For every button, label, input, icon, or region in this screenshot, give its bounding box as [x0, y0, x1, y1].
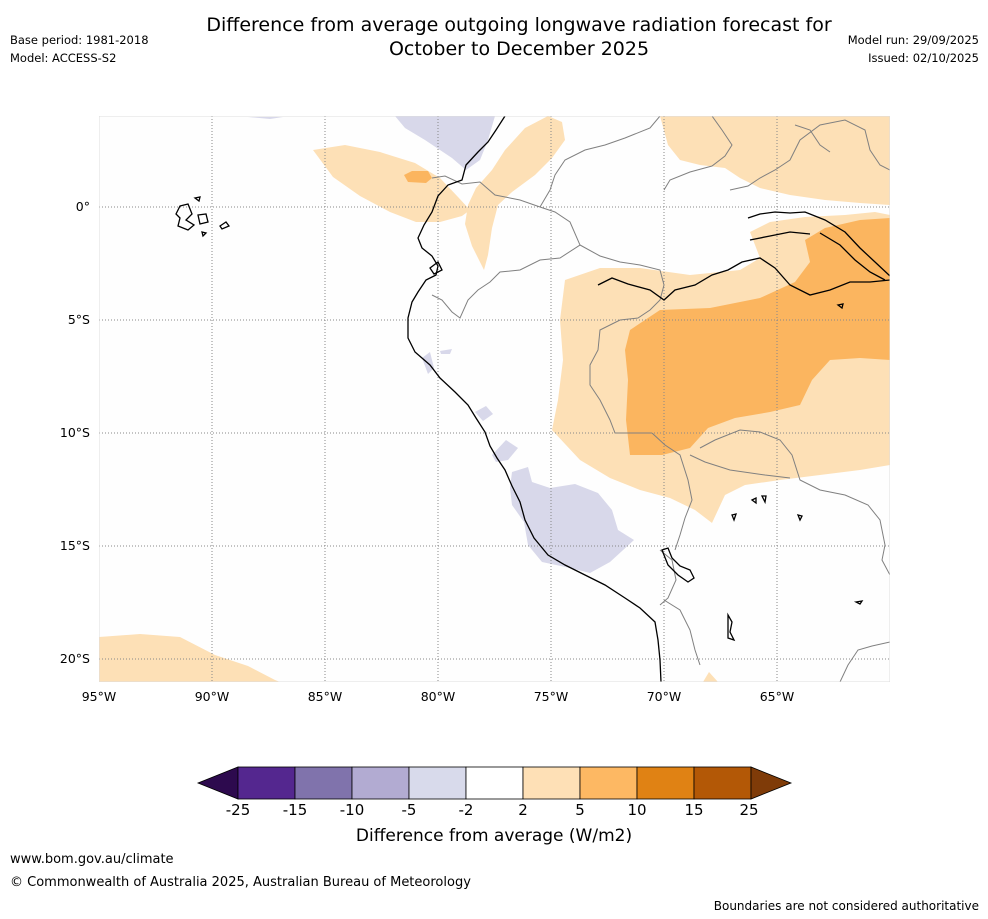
- colorbar-tick-neg5: -5: [401, 801, 417, 819]
- footer-disclaimer: Boundaries are not considered authoritat…: [713, 899, 979, 913]
- issued-date: Issued: 02/10/2025: [868, 51, 979, 65]
- colorbar-tick-neg10: -10: [339, 801, 365, 819]
- lon-label-85w: 85°W: [307, 689, 343, 704]
- title-line-2: October to December 2025: [388, 38, 650, 60]
- anomaly-purple-dot-2: [440, 349, 452, 354]
- title-line-1: Difference from average outgoing longwav…: [206, 14, 832, 36]
- colorbar-tick-25: 25: [739, 801, 759, 819]
- base-period: Base period: 1981-2018: [10, 33, 149, 47]
- anomaly-purple-dot-3: [475, 406, 493, 421]
- anomaly-purple-north: [395, 116, 495, 170]
- coastlines: [175, 116, 890, 682]
- lon-label-80w: 80°W: [420, 689, 456, 704]
- anomaly-light-orange-north: [660, 116, 890, 205]
- colorbar-tick-10: 10: [627, 801, 647, 819]
- anomaly-purple-dot-4: [492, 440, 518, 462]
- anomaly-light-orange-colombia: [465, 116, 565, 270]
- map-body: [99, 116, 890, 682]
- anomaly-orange-amazon: [625, 218, 890, 455]
- colorbar-tick-neg2: -2: [458, 801, 474, 819]
- lat-label-10s: 10°S: [59, 425, 90, 440]
- model-name: Model: ACCESS-S2: [10, 51, 117, 65]
- anomaly-light-orange-south: [703, 672, 718, 682]
- anomaly-light-orange-southwest: [99, 634, 280, 682]
- lon-label-70w: 70°W: [646, 689, 682, 704]
- lon-label-95w: 95°W: [81, 689, 117, 704]
- colorbar-tick-2: 2: [518, 801, 528, 819]
- anomaly-orange-pacific: [404, 171, 432, 183]
- anomaly-light-orange-pacific: [313, 145, 470, 222]
- lon-label-75w: 75°W: [533, 689, 569, 704]
- lat-label-5s: 5°S: [67, 312, 90, 327]
- colorbar-tick-neg25: -25: [225, 801, 251, 819]
- meta-left: Base period: 1981-2018 Model: ACCESS-S2: [10, 33, 149, 69]
- colorbar-tick-15: 15: [684, 801, 704, 819]
- meta-right: Model run: 29/09/2025 Issued: 02/10/2025: [848, 33, 979, 69]
- colorbar-title: Difference from average (W/m2): [355, 826, 633, 846]
- chart-title: Difference from average outgoing longwav…: [140, 13, 898, 61]
- footer-copyright: © Commonwealth of Australia 2025, Austra…: [10, 875, 471, 890]
- anomaly-purple-north-small: [248, 117, 283, 119]
- country-borders: [431, 116, 890, 682]
- lon-label-65w: 65°W: [759, 689, 795, 704]
- lon-label-90w: 90°W: [194, 689, 230, 704]
- model-run: Model run: 29/09/2025: [847, 33, 979, 47]
- lat-label-0: 0°: [75, 199, 90, 214]
- colorbar-tick-5: 5: [575, 801, 585, 819]
- footer-url: www.bom.gov.au/climate: [10, 852, 174, 867]
- graticule: [99, 116, 890, 682]
- lat-label-15s: 15°S: [59, 538, 90, 553]
- lat-label-20s: 20°S: [59, 651, 90, 666]
- colorbar-tick-neg15: -15: [282, 801, 308, 819]
